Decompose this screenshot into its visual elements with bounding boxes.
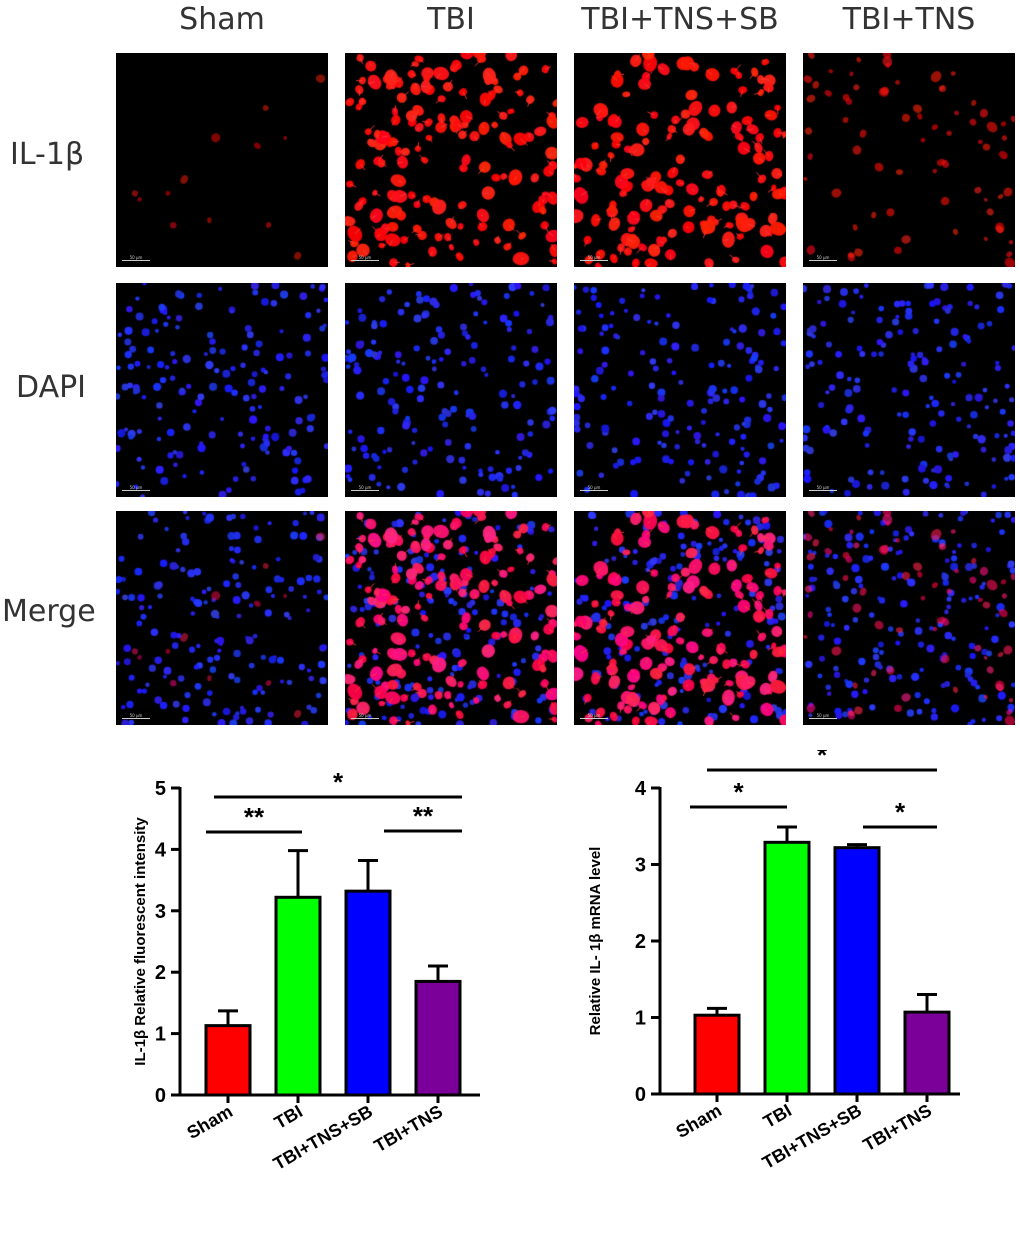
x-tick-label-tbi: TBI [760, 1100, 795, 1132]
bar-tbi-tns-sb [833, 846, 881, 1096]
y-tick-label: 3 [635, 855, 646, 877]
y-tick-label: 1 [155, 1024, 166, 1046]
bar-tbi-tns [903, 1010, 951, 1096]
column-header-tbi-tns-sb: TBI+TNS+SB [581, 2, 779, 37]
x-tick-label-tbi-tns: TBI+TNS [860, 1100, 935, 1155]
row-header-il1b: IL-1β [10, 137, 85, 172]
scale-bar: 50 μm [122, 485, 150, 491]
scale-bar: 50 μm [580, 485, 608, 491]
x-tick-label-tbi-tns: TBI+TNS [371, 1101, 446, 1156]
bar-tbi [763, 840, 811, 1096]
significance-label: * [733, 777, 744, 807]
micrograph-merge-tbi-tns: 50 μm [803, 511, 1015, 725]
scale-bar: 50 μm [580, 713, 608, 719]
micrograph-merge-sham: 50 μm [116, 511, 328, 725]
bar-tbi-tns [414, 979, 462, 1097]
scale-bar: 50 μm [351, 485, 379, 491]
x-tick-label-sham: Sham [673, 1100, 725, 1142]
y-tick-label: 4 [155, 839, 167, 861]
micrograph-il1-tbi: 50 μm [345, 53, 557, 267]
row-header-merge: Merge [2, 594, 96, 629]
x-tick-label-tbi: TBI [271, 1101, 306, 1133]
row-header-dapi: DAPI [16, 370, 87, 405]
y-tick-label: 2 [635, 931, 646, 953]
micrograph-il1-sham: 50 μm [116, 53, 328, 267]
column-header-tbi-tns: TBI+TNS [842, 2, 976, 37]
significance-label: * [895, 797, 906, 827]
bar-tbi [274, 895, 322, 1097]
micrograph-dapi-sham: 50 μm [116, 283, 328, 497]
micrograph-il1-tbi-tns: 50 μm [803, 53, 1015, 267]
significance-label: ** [244, 802, 265, 832]
y-tick-label: 0 [155, 1085, 166, 1107]
micrograph-merge-tbi-tns-sb: 50 μm [574, 511, 786, 725]
y-axis-label: Relative IL- 1β mRNA level [587, 847, 604, 1036]
fluorescence-intensity-chart: 0 1 2 3 4 5 IL-1β Relative fluorescent intensi… [132, 767, 480, 1174]
scale-bar: 50 μm [122, 255, 150, 261]
y-tick-label: 4 [635, 778, 647, 800]
y-tick-label: 1 [635, 1008, 646, 1030]
micrograph-dapi-tbi-tns-sb: 50 μm [574, 283, 786, 497]
scale-bar: 50 μm [122, 713, 150, 719]
significance-label: ** [413, 801, 434, 831]
scale-bar: 50 μm [809, 713, 837, 719]
scale-bar: 50 μm [809, 485, 837, 491]
y-tick-label: 5 [155, 778, 166, 800]
y-axis-label: IL-1β Relative fluorescent intensity [132, 817, 149, 1066]
mrna-level-chart: 0 1 2 3 4 Relative IL- 1β mRNA level Sham TBI TB… [587, 750, 960, 1173]
scale-bar: 50 μm [809, 255, 837, 261]
micrograph-il1-tbi-tns-sb: 50 μm [574, 53, 786, 267]
significance-label: * [817, 750, 828, 770]
significance-label: * [333, 767, 344, 797]
column-header-sham: Sham [179, 2, 265, 37]
bar-sham [693, 1013, 741, 1096]
scale-bar: 50 μm [351, 713, 379, 719]
scale-bar: 50 μm [351, 255, 379, 261]
micrograph-dapi-tbi-tns: 50 μm [803, 283, 1015, 497]
x-tick-label-sham: Sham [184, 1101, 236, 1143]
bar-tbi-tns-sb [344, 889, 392, 1097]
scale-bar: 50 μm [580, 255, 608, 261]
micrograph-merge-tbi: 50 μm [345, 511, 557, 725]
y-tick-label: 0 [635, 1084, 646, 1106]
column-header-tbi: TBI [427, 2, 475, 37]
micrograph-dapi-tbi: 50 μm [345, 283, 557, 497]
y-tick-label: 2 [155, 962, 166, 984]
y-tick-label: 3 [155, 901, 166, 923]
bar-sham [204, 1024, 252, 1097]
